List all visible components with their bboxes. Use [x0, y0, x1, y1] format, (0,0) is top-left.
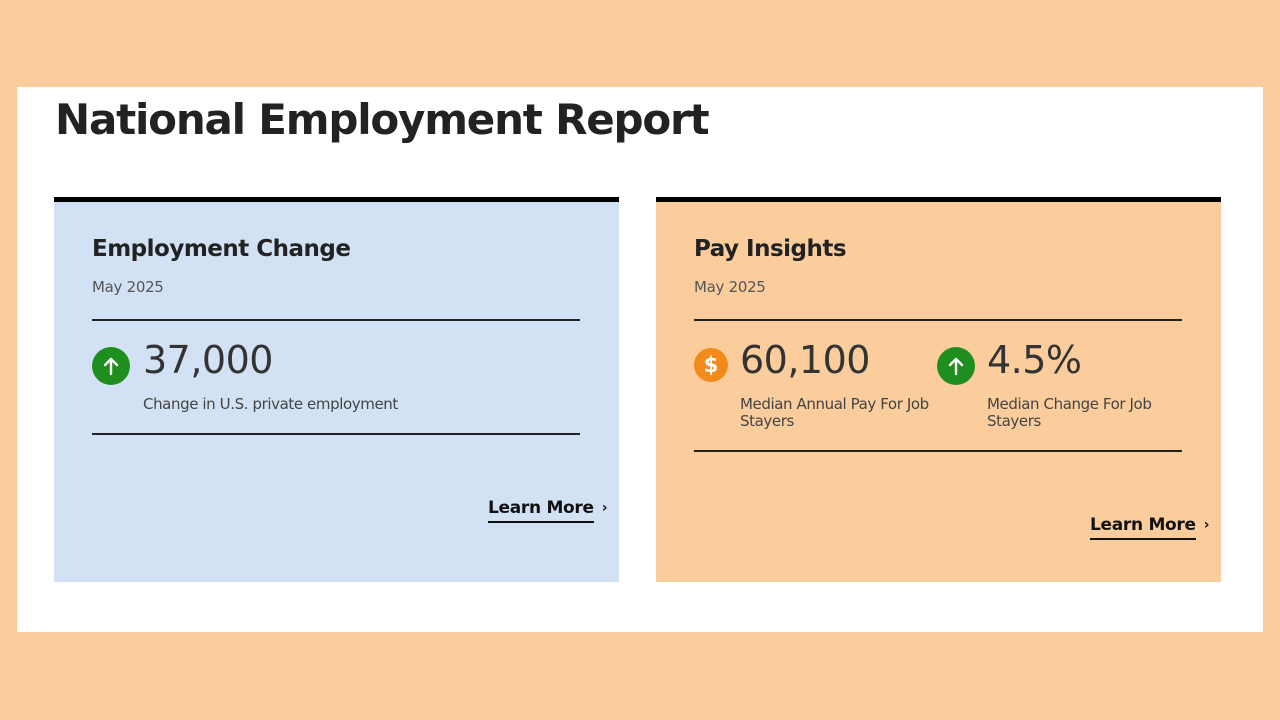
stat-label: Median Annual Pay For Job Stayers — [740, 395, 929, 430]
learn-more-link[interactable]: Learn More › — [488, 498, 608, 523]
stat-label: Median Change For Job Stayers — [987, 395, 1152, 430]
divider — [694, 450, 1182, 452]
card-title: Employment Change — [92, 236, 351, 262]
page-title: National Employment Report — [55, 95, 710, 144]
card-title: Pay Insights — [694, 236, 847, 262]
divider — [92, 319, 580, 321]
stat-label: Change in U.S. private employment — [143, 395, 398, 413]
learn-more-label: Learn More — [1090, 515, 1196, 540]
learn-more-link[interactable]: Learn More › — [1090, 515, 1210, 540]
arrow-up-icon — [937, 347, 975, 385]
chevron-right-icon: › — [601, 499, 608, 516]
learn-more-label: Learn More — [488, 498, 594, 523]
chevron-right-icon: › — [1203, 516, 1210, 533]
arrow-up-icon — [92, 347, 130, 385]
pay-insights-card: Pay Insights May 2025 $ 60,100 Median An… — [656, 197, 1221, 582]
divider — [92, 433, 580, 435]
card-date: May 2025 — [694, 278, 766, 296]
employment-change-card: Employment Change May 2025 37,000 Change… — [54, 197, 619, 582]
dollar-icon: $ — [694, 348, 728, 382]
divider — [694, 319, 1182, 321]
stat-value: 37,000 — [143, 338, 273, 382]
card-date: May 2025 — [92, 278, 164, 296]
stat-value: 60,100 — [740, 338, 870, 382]
stat-value: 4.5% — [987, 338, 1082, 382]
report-panel: National Employment Report Employment Ch… — [17, 87, 1263, 632]
